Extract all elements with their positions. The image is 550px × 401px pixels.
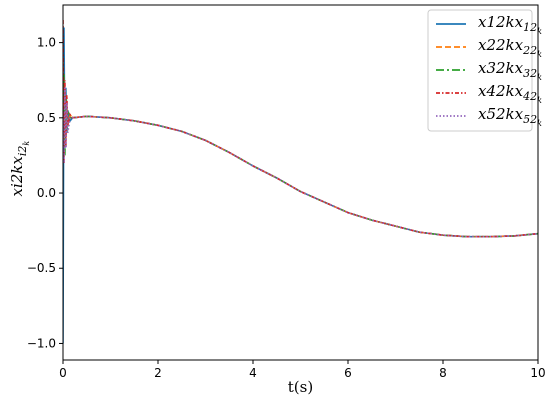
y-tick-label: 0.5 (37, 111, 56, 125)
plot-frame (62, 4, 539, 361)
x-tick-label: 2 (154, 366, 162, 380)
x-axis-label: t(s) (288, 378, 313, 396)
y-axis-label: xi2kxi2k (8, 141, 31, 197)
y-tick-label: −1.0 (27, 336, 56, 350)
x-tick-label: 4 (249, 366, 257, 380)
y-tick-label: 1.0 (37, 36, 56, 50)
y-tick-label: −0.5 (27, 261, 56, 275)
y-tick-label: 0.0 (37, 186, 56, 200)
x-tick-label: 10 (530, 366, 545, 380)
x-tick-label: 6 (344, 366, 352, 380)
x-tick-label: 0 (59, 366, 67, 380)
x-tick-label: 8 (439, 366, 447, 380)
legend-box (427, 9, 533, 132)
series-line (63, 87, 538, 238)
